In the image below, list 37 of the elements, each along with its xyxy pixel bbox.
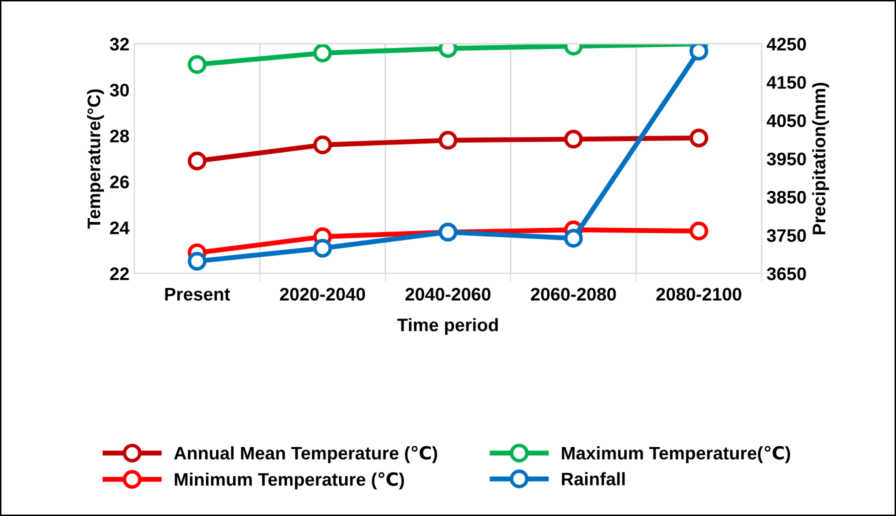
point [188,152,206,170]
y2-tick-label: 4050 [766,114,806,128]
point [690,44,708,61]
y2-tick-label: 3650 [766,267,806,280]
x-axis-title: Time period [397,318,498,335]
x-tick-label: 2020-2040 [280,288,365,301]
y-tick-label: 26 [110,176,129,188]
x-tick-label: 2080-2100 [656,288,742,301]
y-tick-label: 32 [110,38,129,51]
y-tick-label: 24 [110,221,130,234]
point [313,136,332,154]
x-tick-label: 2040-2060 [405,288,490,301]
y2-axis-title: Precipitation(mm) [812,82,830,234]
legend-label: Rainfall [562,472,625,486]
y2-tick-label: 3950 [766,152,806,166]
x-tick-label: 2060-2080 [530,288,616,301]
point [188,55,206,74]
y-tick-label: 30 [110,84,129,97]
y-tick-label: 28 [110,130,129,142]
point [564,228,583,248]
point [313,238,332,258]
point [188,252,206,271]
y2-tick-label: 4250 [766,38,806,51]
point [564,130,583,149]
x-tick-label: Present [165,288,230,301]
point [438,130,458,150]
y2-tick-label: 4150 [766,76,806,89]
y-tick-label: 22 [110,267,129,280]
point [313,44,332,62]
legend-label: Minimum Temperature (℃) [174,472,404,490]
point [690,222,708,240]
point [690,128,708,148]
legend-label: Maximum Temperature(℃) [562,446,790,464]
legend-label: Annual Mean Temperature (℃) [174,446,438,464]
y2-tick-label: 3850 [766,190,806,204]
y2-tick-label: 3750 [766,229,806,242]
y-axis-title: Temperature(°C) [87,89,104,229]
